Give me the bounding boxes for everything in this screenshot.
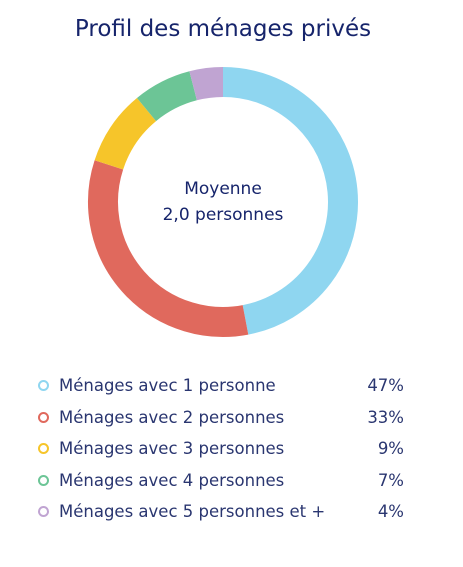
legend-label: Ménages avec 4 personnes [59, 470, 285, 490]
legend-value: 4% [377, 502, 404, 522]
donut-slice-4[interactable] [136, 71, 198, 122]
legend-label: Ménages avec 5 personnes et + [59, 502, 326, 522]
legend-item[interactable]: Ménages avec 5 personnes et + 4% [38, 496, 404, 528]
chart-title: Profil des ménages privés [74, 16, 372, 42]
legend-marker-icon [38, 506, 49, 518]
legend-marker-icon [38, 474, 49, 486]
legend-item[interactable]: Ménages avec 4 personnes 7% [38, 465, 404, 497]
legend-item[interactable]: Ménages avec 1 personne 47% [38, 370, 404, 402]
legend-value: 33% [367, 407, 404, 427]
legend-marker-icon [38, 443, 49, 455]
legend-marker-icon [38, 411, 49, 423]
legend-value: 9% [377, 439, 404, 459]
legend-value: 7% [377, 470, 404, 490]
legend-item[interactable]: Ménages avec 3 personnes 9% [38, 433, 404, 465]
legend-marker-icon [38, 380, 49, 392]
center-label-line-1: Moyenne [184, 179, 262, 199]
donut-slice-1[interactable] [222, 67, 358, 335]
legend-label: Ménages avec 1 personne [59, 376, 276, 396]
legend: Ménages avec 1 personne 47% Ménages avec… [38, 370, 404, 528]
donut-slice-3[interactable] [94, 97, 157, 170]
center-label-line-2: 2,0 personnes [163, 205, 284, 225]
donut-slices [88, 67, 358, 337]
legend-label: Ménages avec 2 personnes [59, 407, 285, 427]
legend-value: 47% [367, 376, 404, 396]
legend-item[interactable]: Ménages avec 2 personnes 33% [38, 402, 404, 434]
donut-slice-2[interactable] [88, 160, 249, 337]
donut-slice-5[interactable] [189, 67, 224, 101]
donut-chart: Moyenne 2,0 personnes [88, 67, 358, 337]
legend-label: Ménages avec 3 personnes [59, 439, 285, 459]
